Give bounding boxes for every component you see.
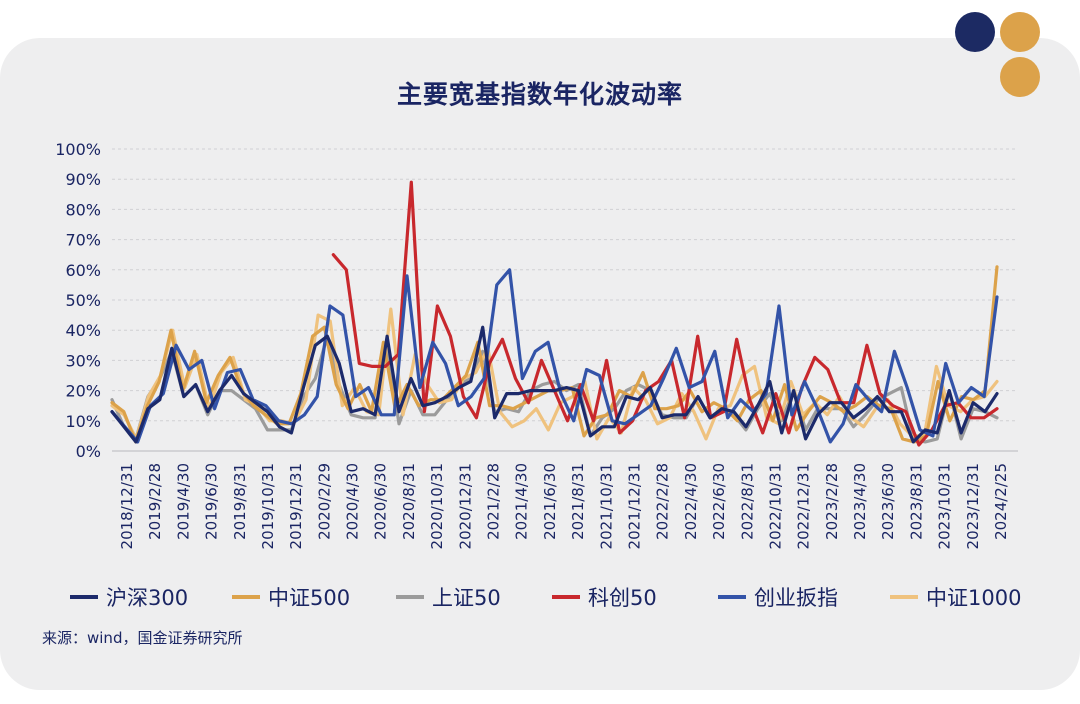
x-tick-label: 2019/10/31 [259,463,277,549]
x-tick-label: 2019/12/31 [287,463,305,549]
x-tick-label: 2022/12/31 [795,463,813,549]
legend-label: 沪深300 [106,586,189,610]
legend-swatch [70,595,98,599]
y-tick-label: 70% [65,231,101,250]
x-tick-label: 2023/10/31 [936,463,954,549]
x-tick-label: 2021/8/31 [569,463,587,540]
x-tick-label: 2020/2/29 [315,463,333,540]
x-tick-label: 2023/8/31 [907,463,925,540]
legend-swatch [396,595,424,599]
decor-dot-navy [955,12,995,52]
legend-swatch [552,595,580,599]
x-tick-label: 2022/8/31 [738,463,756,540]
series-line-3 [331,180,999,447]
y-tick-label: 0% [76,442,101,461]
chart-title: 主要宽基指数年化波动率 [396,80,683,109]
x-tick-label: 2021/10/31 [597,463,615,549]
x-tick-label: 2022/10/31 [766,463,784,549]
y-tick-label: 100% [55,140,101,159]
y-tick-label: 30% [65,351,101,370]
x-tick-label: 2020/8/31 [400,463,418,540]
x-tick-label: 2022/6/30 [710,463,728,540]
x-tick-label: 2018/12/31 [118,463,136,549]
x-tick-label: 2019/8/31 [231,463,249,540]
legend-swatch [890,595,918,599]
legend-label: 中证500 [268,586,351,610]
x-tick-label: 2020/6/30 [372,463,390,540]
legend-label: 中证1000 [926,586,1022,610]
x-tick-label: 2023/12/31 [964,463,982,549]
legend-item: 科创50 [552,582,657,612]
x-tick-label: 2019/4/30 [174,463,192,540]
series-line-0 [110,325,999,444]
x-tick-label: 2020/10/31 [428,463,446,549]
x-tick-label: 2019/6/30 [203,463,221,540]
x-tick-label: 2021/12/31 [625,463,643,549]
legend-label: 科创50 [588,586,657,610]
x-tick-label: 2020/12/31 [456,463,474,549]
decor-dot-gold-2 [1000,57,1040,97]
x-tick-label: 2020/4/30 [344,463,362,540]
x-tick-label: 2022/2/28 [654,463,672,540]
y-tick-label: 80% [65,200,101,219]
decor-dot-gold-1 [1000,12,1040,52]
y-tick-label: 40% [65,321,101,340]
x-tick-label: 2022/4/30 [682,463,700,540]
legend-swatch [718,595,746,599]
y-tick-label: 20% [65,382,101,401]
y-tick-label: 60% [65,261,101,280]
x-tick-label: 2023/4/30 [851,463,869,540]
series-line-2 [110,334,999,444]
x-tick-label: 2021/6/30 [541,463,559,540]
legend-item: 创业扳指 [718,582,838,612]
x-tick-label: 2021/2/28 [485,463,503,540]
legend-label: 创业扳指 [754,586,838,610]
y-tick-label: 10% [65,412,101,431]
y-tick-label: 50% [65,291,101,310]
legend-label: 上证50 [432,586,501,610]
series-line-4 [110,268,999,444]
y-tick-label: 90% [65,170,101,189]
x-tick-label: 2024/2/25 [992,463,1010,540]
x-tick-label: 2019/2/28 [146,463,164,540]
x-tick-label: 2023/6/30 [879,463,897,540]
chart-legend: 沪深300 中证500 上证50 科创50 创业扳指 中证1000 [70,582,1030,612]
x-tick-label: 2021/4/30 [513,463,531,540]
legend-item: 中证1000 [890,582,1021,612]
legend-item: 上证50 [396,582,501,612]
x-tick-label: 2023/2/28 [823,463,841,540]
source-note: 来源：wind，国金证券研究所 [42,629,243,647]
legend-swatch [232,595,260,599]
legend-item: 沪深300 [70,582,188,612]
legend-item: 中证500 [232,582,350,612]
